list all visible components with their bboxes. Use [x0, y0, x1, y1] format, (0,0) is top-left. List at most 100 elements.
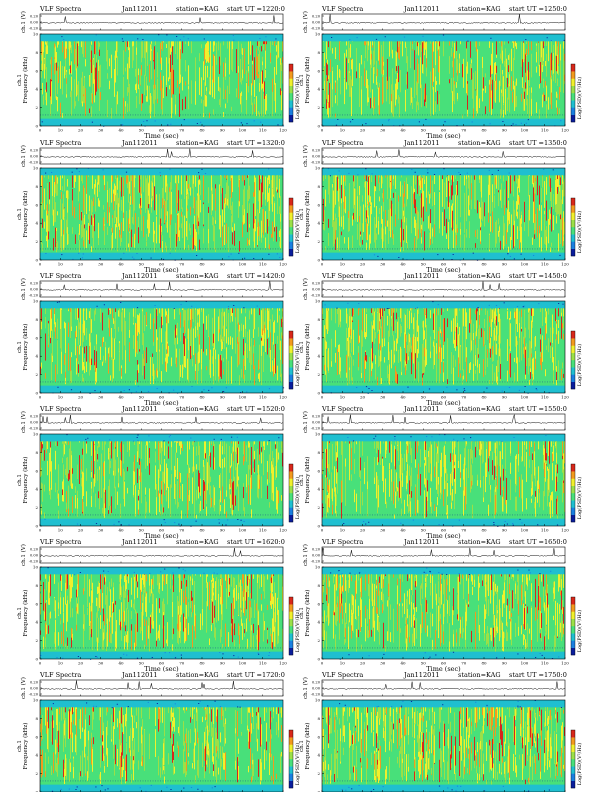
spectrogram-cell	[155, 451, 156, 463]
spectrogram-cell	[253, 468, 254, 473]
spectrogram-cell	[404, 203, 405, 217]
spectrogram-cell	[117, 91, 118, 105]
spectrogram-cell	[406, 53, 407, 64]
spectrogram-cell	[364, 308, 365, 322]
spectrogram-cell	[483, 77, 484, 89]
spectrogram-cell	[558, 41, 559, 65]
spectrogram-cell	[205, 95, 206, 107]
spectrogram-cell	[453, 52, 454, 78]
spectrogram-cell	[56, 301, 59, 303]
spectrogram-cell	[392, 203, 393, 228]
spectrogram-cell	[104, 503, 105, 518]
spectrogram-cell	[399, 464, 400, 479]
spectrogram-cell	[115, 224, 116, 239]
freq-tick-label: 2	[317, 372, 320, 377]
spectrogram-cell	[558, 303, 560, 304]
spectrogram-cell	[132, 175, 133, 205]
spectrogram-cell	[230, 175, 231, 181]
spectrogram-cell	[438, 308, 439, 316]
spectrogram-cell	[204, 490, 205, 507]
spectrogram-cell	[237, 343, 238, 368]
spectrogram-cell	[133, 335, 134, 349]
spectrogram-cell	[84, 358, 85, 372]
spectrogram-cell	[208, 389, 210, 391]
spectrogram-cell	[100, 346, 101, 360]
time-tick-label: 60	[159, 395, 165, 400]
spectrogram-cell	[277, 308, 278, 323]
spectrogram-cell	[178, 213, 179, 237]
spectrogram-cell	[359, 308, 360, 310]
spectrogram-cell	[447, 338, 448, 366]
spectrogram-cell	[238, 41, 239, 67]
spectrogram-cell	[546, 345, 547, 350]
spectrogram-cell	[348, 332, 349, 357]
spectrogram-cell	[463, 374, 464, 380]
spectrogram-cell	[264, 41, 265, 45]
spectrogram-cell	[184, 215, 185, 239]
spectrogram-cell	[243, 215, 244, 225]
spectrogram-cell	[329, 175, 330, 185]
spectrogram-cell	[513, 220, 514, 249]
spectrogram-cell	[282, 42, 283, 52]
spectrogram-cell	[370, 196, 371, 205]
spectrogram-cell	[40, 451, 41, 477]
spectrogram-cell	[85, 88, 86, 116]
spectrogram-cell	[196, 446, 197, 456]
spectrogram-cell	[469, 209, 470, 216]
spectrogram-cell	[269, 244, 270, 250]
spectrogram-cell	[189, 223, 190, 231]
spectrogram-cell	[537, 175, 538, 196]
spectrogram-cell	[137, 440, 139, 442]
spectrogram-cell	[428, 388, 431, 390]
spectrogram-cell	[362, 195, 363, 202]
spectrogram-cell	[112, 219, 113, 249]
spectrogram-cell	[469, 363, 470, 374]
spectrogram-cell	[548, 97, 549, 110]
spectrogram-cell	[423, 352, 424, 374]
spectrogram-cell	[412, 44, 413, 50]
spectrogram-cell	[340, 70, 341, 95]
spectrogram-cell	[151, 198, 152, 212]
spectrogram-cell	[517, 186, 518, 199]
spectrogram-cell	[48, 320, 49, 326]
spectrogram-cell	[188, 65, 189, 85]
spectrogram-cell	[94, 184, 95, 195]
spectrogram-cell	[196, 514, 197, 519]
spectrogram-cell	[187, 309, 188, 326]
spectrogram-cell	[41, 225, 42, 245]
spectrogram-cell	[456, 46, 457, 61]
spectrogram-cell	[504, 41, 505, 45]
spectrogram-cell	[280, 58, 281, 69]
spectrogram-cell	[467, 95, 468, 110]
spectrogram-cell	[364, 462, 365, 468]
spectrogram-cell	[354, 204, 355, 220]
spectrogram-cell	[558, 308, 559, 315]
spectrogram-cell	[184, 175, 185, 200]
spectrogram-cell	[449, 183, 450, 197]
spectrogram-cell	[128, 41, 129, 51]
spectrogram-cell	[140, 198, 141, 209]
spectrogram-cell	[378, 441, 379, 463]
spectrogram-cell	[557, 54, 558, 74]
spectrogram-cell	[138, 495, 139, 501]
spectrogram-cell	[174, 308, 175, 320]
spectrogram-cell	[258, 41, 259, 51]
spectrogram-cell	[218, 522, 220, 524]
spectrogram-cell	[336, 441, 337, 446]
spectrogram-cell	[150, 257, 152, 259]
spectrogram-cell	[270, 46, 271, 62]
spectrogram-cell	[248, 485, 249, 505]
spectrogram-cell	[277, 124, 279, 126]
spectrogram-cell	[205, 484, 206, 501]
spectrogram-cell	[174, 482, 175, 499]
spectrogram-cell	[191, 327, 192, 356]
spectrogram-cell	[426, 95, 427, 108]
spectrogram-cell	[558, 330, 559, 344]
spectrogram-cell	[526, 88, 527, 106]
spectrogram-cell	[511, 175, 512, 192]
spectrogram-cell	[180, 58, 181, 75]
spectrogram-cell	[341, 175, 342, 185]
spectrogram-cell	[177, 190, 178, 199]
spectrogram-cell	[423, 190, 424, 207]
spectrogram-cell	[560, 120, 562, 122]
